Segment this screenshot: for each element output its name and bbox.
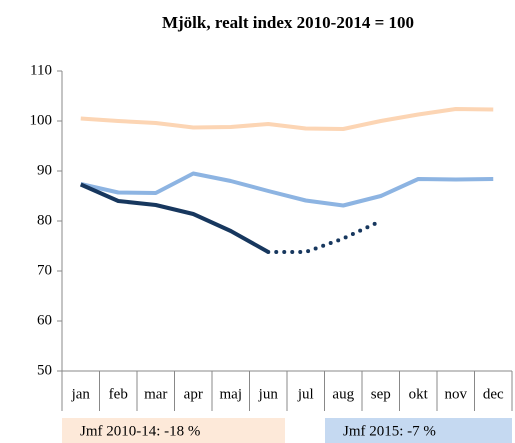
x-tick-label: aug [332, 386, 354, 402]
y-tick-label: 50 [37, 362, 52, 378]
x-tick-label: maj [220, 386, 243, 402]
x-tick-label: sep [371, 386, 391, 402]
x-tick-label: dec [483, 386, 504, 402]
y-tick-label: 100 [30, 112, 53, 128]
x-tick-label: feb [109, 386, 128, 402]
x-tick-label: jan [71, 386, 91, 402]
series-line [80, 171, 494, 208]
series-line [80, 107, 494, 131]
y-tick-label: 70 [37, 262, 52, 278]
y-tick-label: 60 [37, 312, 52, 328]
x-tick-label: mar [144, 386, 167, 402]
series-line [79, 182, 270, 254]
y-tick-label: 110 [30, 62, 52, 78]
annotation-box [62, 418, 285, 443]
x-tick-label: nov [445, 386, 468, 402]
x-tick-label: apr [184, 386, 203, 402]
series-line [266, 219, 383, 254]
x-tick-label: jul [297, 386, 314, 402]
y-tick-label: 90 [37, 162, 52, 178]
x-tick-label: jun [258, 386, 279, 402]
annotation: Jmf 2015: -7 % [343, 423, 436, 439]
x-tick-label: okt [409, 386, 429, 402]
annotation: Jmf 2010-14: -18 % [80, 423, 200, 439]
chart-title: Mjölk, realt index 2010-2014 = 100 [162, 13, 414, 32]
annotation-box [325, 418, 512, 443]
y-tick-label: 80 [37, 212, 52, 228]
